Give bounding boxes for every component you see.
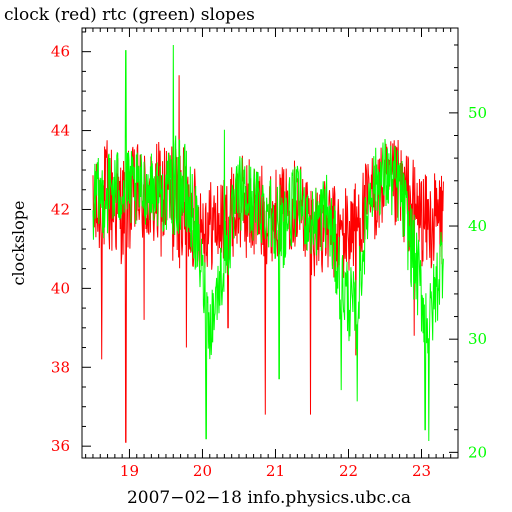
y2-tick-label: 20 <box>468 443 487 461</box>
y2-tick-label: 40 <box>468 217 487 235</box>
series-line-clock <box>92 75 444 443</box>
plot-frame <box>81 27 459 459</box>
data-layer <box>92 44 444 443</box>
y-tick-label: 40 <box>51 279 70 297</box>
x-tick-label: 22 <box>339 462 358 480</box>
axes-layer: 19 20 21 22 23 36 38 40 42 44 46 20 30 40 50 <box>51 28 487 480</box>
y-tick-label: 38 <box>51 358 70 376</box>
series-line-rtc <box>92 44 444 442</box>
y-tick-label: 36 <box>51 437 70 455</box>
y-tick-label: 44 <box>51 122 70 140</box>
y-axis-label: clockslope <box>9 200 28 285</box>
chart-title: clock (red) rtc (green) slopes <box>4 5 255 25</box>
y-tick-label: 46 <box>51 43 70 61</box>
x-axis-label: 2007−02−18 info.physics.ubc.ca <box>127 488 411 508</box>
x-tick-label: 23 <box>412 462 431 480</box>
x-tick-label: 19 <box>120 462 139 480</box>
y2-tick-label: 50 <box>468 104 487 122</box>
x-tick-label: 20 <box>193 462 212 480</box>
y2-tick-label: 30 <box>468 330 487 348</box>
x-tick-label: 21 <box>266 462 285 480</box>
y-tick-label: 42 <box>51 200 70 218</box>
